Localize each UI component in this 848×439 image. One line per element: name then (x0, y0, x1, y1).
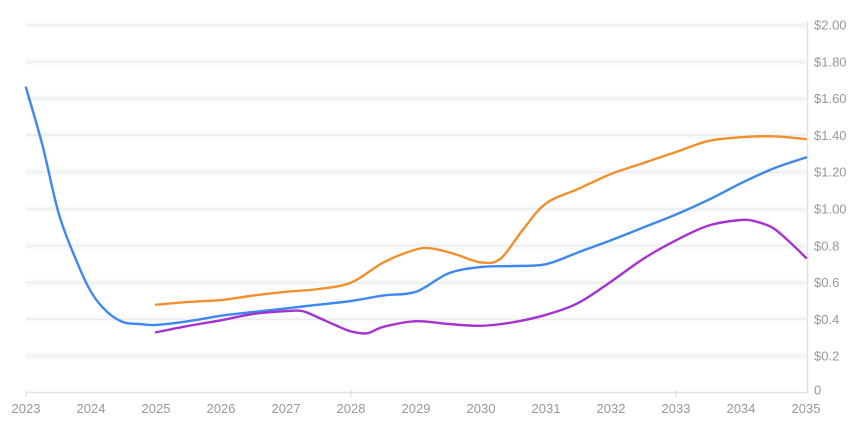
grid-lines (26, 21, 806, 360)
x-axis-label: 2035 (792, 401, 821, 416)
x-axis-label: 2024 (77, 401, 106, 416)
x-axis-tick-marks (25, 390, 677, 397)
y-axis-labels: $2.00 $1.80 $1.60 $1.40 $1.20 $1.00 $0.8 $0.6 $0… (814, 18, 847, 398)
axis-lines (26, 22, 809, 394)
y-axis-label: $0.4 (814, 312, 839, 327)
x-axis-label: 2023 (12, 401, 41, 416)
x-axis-label: 2026 (207, 401, 236, 416)
x-axis-labels: 2023 2024 2025 2026 2027 2028 2029 2030 2031 2032… (12, 401, 821, 416)
series-purple-line (154, 218, 808, 335)
y-axis-label: $0.2 (814, 349, 839, 364)
x-axis-label: 2029 (402, 401, 431, 416)
x-axis-label: 2031 (532, 401, 561, 416)
y-axis-label: $0.6 (814, 275, 839, 290)
y-axis-label: $1.60 (814, 91, 847, 106)
y-axis-label: 0 (814, 383, 821, 398)
x-axis-label: 2034 (727, 401, 756, 416)
x-axis-label: 2033 (662, 401, 691, 416)
y-axis-label: $1.00 (814, 202, 847, 217)
x-axis-label: 2027 (272, 401, 301, 416)
x-axis-label: 2025 (142, 401, 171, 416)
y-axis-label: $0.8 (814, 238, 839, 253)
series-blue-line (24, 86, 808, 327)
series-orange-line (154, 135, 808, 306)
y-axis-label: $1.80 (814, 54, 847, 69)
y-axis-label: $2.00 (814, 18, 847, 33)
x-axis-label: 2028 (337, 401, 366, 416)
series-lines (24, 86, 808, 335)
y-axis-label: $1.40 (814, 128, 847, 143)
x-axis-label: 2032 (597, 401, 626, 416)
x-axis-label: 2030 (467, 401, 496, 416)
y-axis-label: $1.20 (814, 165, 847, 180)
